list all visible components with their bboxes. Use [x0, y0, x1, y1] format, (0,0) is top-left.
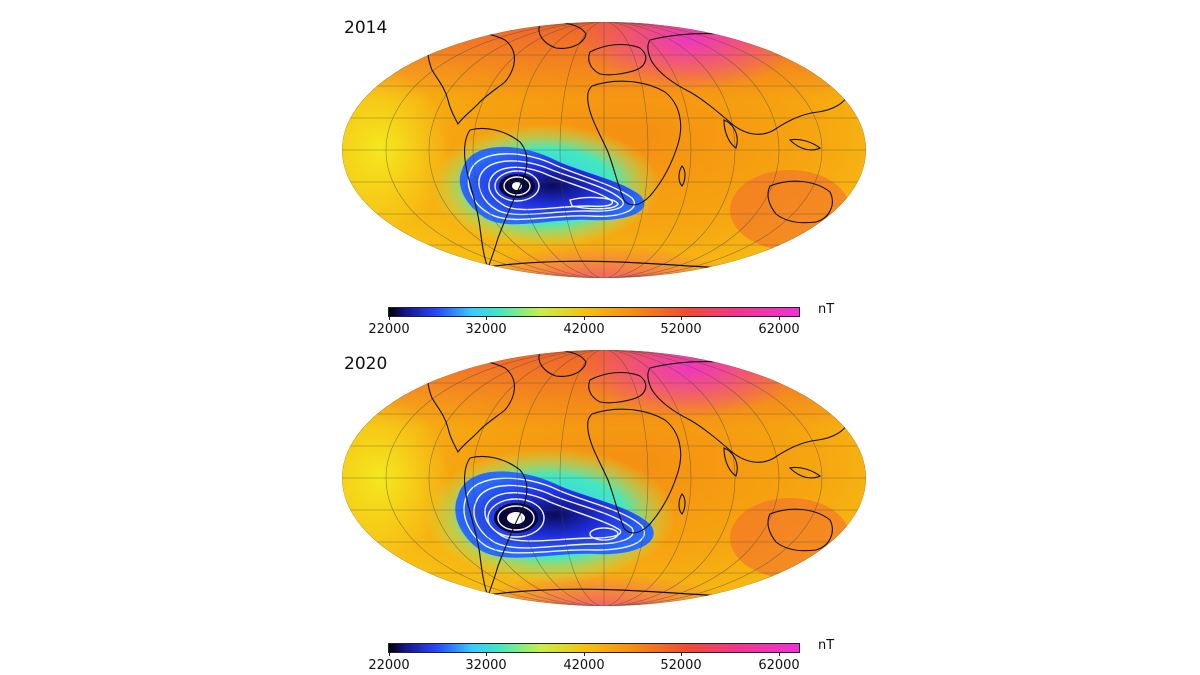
colorbar-tick-label: 62000: [758, 658, 800, 673]
colorbar: 22000 32000 42000 52000 62000: [368, 307, 800, 337]
field-intensity-map: [342, 350, 866, 606]
colorbar-tick-label: 22000: [368, 322, 410, 337]
colorbar-tick-label: 52000: [660, 658, 702, 673]
panel-year-label: 2020: [344, 354, 388, 374]
colorbar: 22000 32000 42000 52000 62000: [368, 643, 800, 673]
colorbar-tick-label: 42000: [563, 658, 605, 673]
colorbar-tick-label: 62000: [758, 322, 800, 337]
field-intensity-map: [342, 22, 866, 278]
colorbar-tick-label: 22000: [368, 658, 410, 673]
panel-2014: 2014: [342, 18, 866, 337]
colorbar-tick-label: 32000: [465, 322, 507, 337]
panel-year-label: 2014: [344, 18, 388, 38]
colorbar-unit: nT: [818, 638, 835, 653]
panel-2020: 2020: [0, 338, 1200, 675]
colorbar-unit: nT: [818, 302, 835, 317]
colorbar-tick-label: 52000: [660, 322, 702, 337]
colorbar-tick-label: 32000: [465, 658, 507, 673]
colorbar-tick-label: 42000: [563, 322, 605, 337]
